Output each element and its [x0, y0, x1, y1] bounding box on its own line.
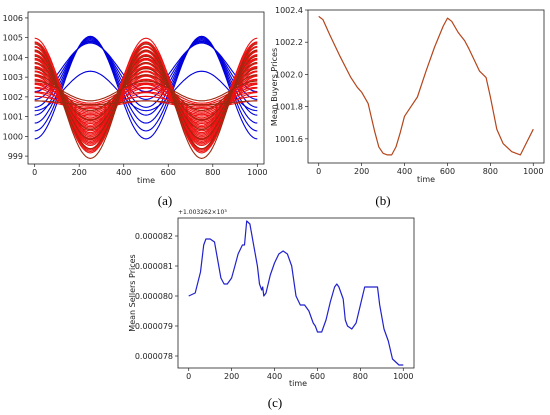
x-tick-label: 600 [440, 167, 455, 176]
series-line [34, 35, 258, 140]
y-tick-label: 0.000080 [135, 292, 173, 301]
y-tick-label: 1002.2 [275, 38, 303, 47]
series-line [34, 55, 258, 140]
series-line [34, 91, 258, 107]
x-axis-label-a: time [137, 176, 155, 185]
series-line [34, 41, 258, 100]
y-tick-label: 1001.6 [275, 135, 303, 144]
y-tick-label: 0.000082 [135, 232, 173, 241]
series-line [34, 51, 258, 154]
plot-frame-c [177, 217, 415, 369]
series-line [34, 74, 258, 111]
x-tick-label: 200 [354, 167, 369, 176]
y-tick-label: 1006 [3, 14, 23, 23]
y-tick-label: 999 [8, 152, 23, 161]
x-tick-label: 400 [267, 372, 282, 381]
panel-label-c: (c) [268, 395, 282, 410]
series-line [34, 37, 258, 150]
mean-sellers-price-line [188, 220, 404, 366]
y-tick-label: 1002.4 [275, 6, 303, 15]
x-axis-label-b: time [417, 175, 435, 184]
series-line [34, 65, 258, 119]
series-line [34, 70, 258, 112]
series-line [34, 86, 258, 106]
x-tick-label: 800 [205, 168, 220, 177]
x-tick-label: 400 [116, 168, 131, 177]
y-tick-label: 1004 [3, 53, 23, 62]
y-axis-label-b: Mean Buyers Prices [270, 48, 279, 126]
mean-buyers-price-line [318, 15, 534, 156]
series-line [34, 49, 258, 150]
chart-panel-c: 0 200 400 600 800 1000 0.000078 0.000079 0.00008… [128, 209, 415, 410]
x-tick-label: 600 [310, 372, 325, 381]
series-line [34, 43, 258, 159]
plot-frame-a [27, 11, 265, 165]
x-tick-label: 600 [161, 168, 176, 177]
chart-panel-b: 0 200 400 600 800 1000 1001.6 1001.8 1002.0 1002.… [270, 6, 545, 208]
series-line [34, 61, 258, 131]
x-tick-label: 200 [224, 372, 239, 381]
y-tick-label: 1002.0 [275, 70, 303, 79]
chart-panel-a: 0 200 400 600 800 1000 999 1000 1001 1002 1003 1004… [3, 11, 268, 208]
plot-frame-b [307, 9, 545, 164]
y-tick-label: 1001 [3, 113, 23, 122]
y-axis-offset-text-c: +1.003262×10³ [178, 209, 227, 216]
x-tick-label: 0 [186, 372, 191, 381]
panel-label-a: (a) [158, 193, 172, 208]
y-axis-label-c: Mean Sellers Prices [128, 254, 137, 331]
x-tick-label: 1000 [393, 372, 413, 381]
y-tick-label: 0.000078 [135, 352, 173, 361]
y-tick-label: 1002 [3, 93, 23, 102]
y-tick-label: 0.000079 [135, 322, 173, 331]
x-tick-label: 1000 [523, 167, 543, 176]
panel-label-b: (b) [375, 193, 390, 208]
x-tick-label: 0 [316, 167, 321, 176]
series-line [34, 82, 258, 104]
series-line [34, 68, 258, 121]
series-line [34, 100, 258, 106]
x-tick-label: 400 [397, 167, 412, 176]
y-tick-label: 0.000081 [135, 262, 173, 271]
x-tick-label: 800 [483, 167, 498, 176]
y-tick-label: 1003 [3, 73, 23, 82]
x-tick-label: 1000 [247, 168, 267, 177]
x-tick-label: 0 [32, 168, 37, 177]
x-tick-label: 800 [353, 372, 368, 381]
y-tick-label: 1005 [3, 34, 23, 43]
series-line [34, 41, 258, 141]
y-tick-label: 1001.8 [275, 103, 303, 112]
series-line [34, 57, 258, 126]
series-line [34, 80, 258, 102]
y-tick-label: 1000 [3, 132, 23, 141]
x-axis-label-c: time [289, 379, 307, 388]
x-tick-label: 200 [72, 168, 87, 177]
